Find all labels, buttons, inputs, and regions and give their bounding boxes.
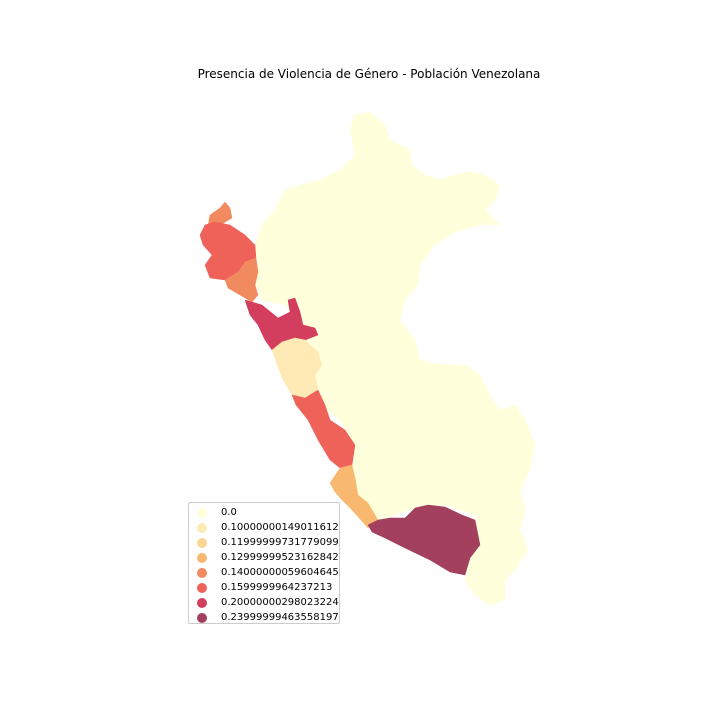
region-arequipa: [367, 504, 481, 576]
legend: 0.0 0.10000000149011612 0.1199999973177909…: [188, 502, 340, 624]
map-title: Presencia de Violencia de Género - Pobla…: [197, 67, 541, 81]
legend-item: 0.12999999523162842: [189, 550, 339, 565]
legend-item: 0.23999999463558197: [189, 610, 339, 625]
region-tumbes: [207, 201, 233, 227]
legend-label: 0.10000000149011612: [221, 522, 339, 533]
region-lima-north: [271, 337, 323, 399]
legend-item: 0.1599999964237213: [189, 580, 339, 595]
legend-swatch: [197, 612, 207, 623]
legend-label: 0.1599999964237213: [221, 582, 333, 593]
region-default: [254, 111, 536, 606]
legend-swatch: [197, 597, 207, 608]
legend-item: 0.11999999731779099: [189, 535, 339, 550]
legend-swatch: [197, 582, 207, 593]
legend-item: 0.14000000059604645: [189, 565, 339, 580]
legend-item: 0.0: [189, 505, 339, 520]
region-la-libertad: [244, 297, 319, 351]
legend-label: 0.0: [221, 507, 237, 518]
region-ica: [329, 464, 379, 529]
legend-swatch: [197, 522, 207, 533]
legend-label: 0.11999999731779099: [221, 537, 339, 548]
legend-label: 0.14000000059604645: [221, 567, 339, 578]
legend-label: 0.23999999463558197: [221, 612, 339, 623]
legend-swatch: [197, 567, 207, 578]
legend-label: 0.20000000298023224: [221, 597, 339, 608]
region-lima: [291, 389, 356, 469]
legend-item: 0.10000000149011612: [189, 520, 339, 535]
legend-swatch: [197, 552, 207, 563]
legend-swatch: [197, 507, 207, 518]
legend-swatch: [197, 537, 207, 548]
region-lambayeque: [224, 257, 259, 303]
legend-label: 0.12999999523162842: [221, 552, 339, 563]
legend-item: 0.20000000298023224: [189, 595, 339, 610]
